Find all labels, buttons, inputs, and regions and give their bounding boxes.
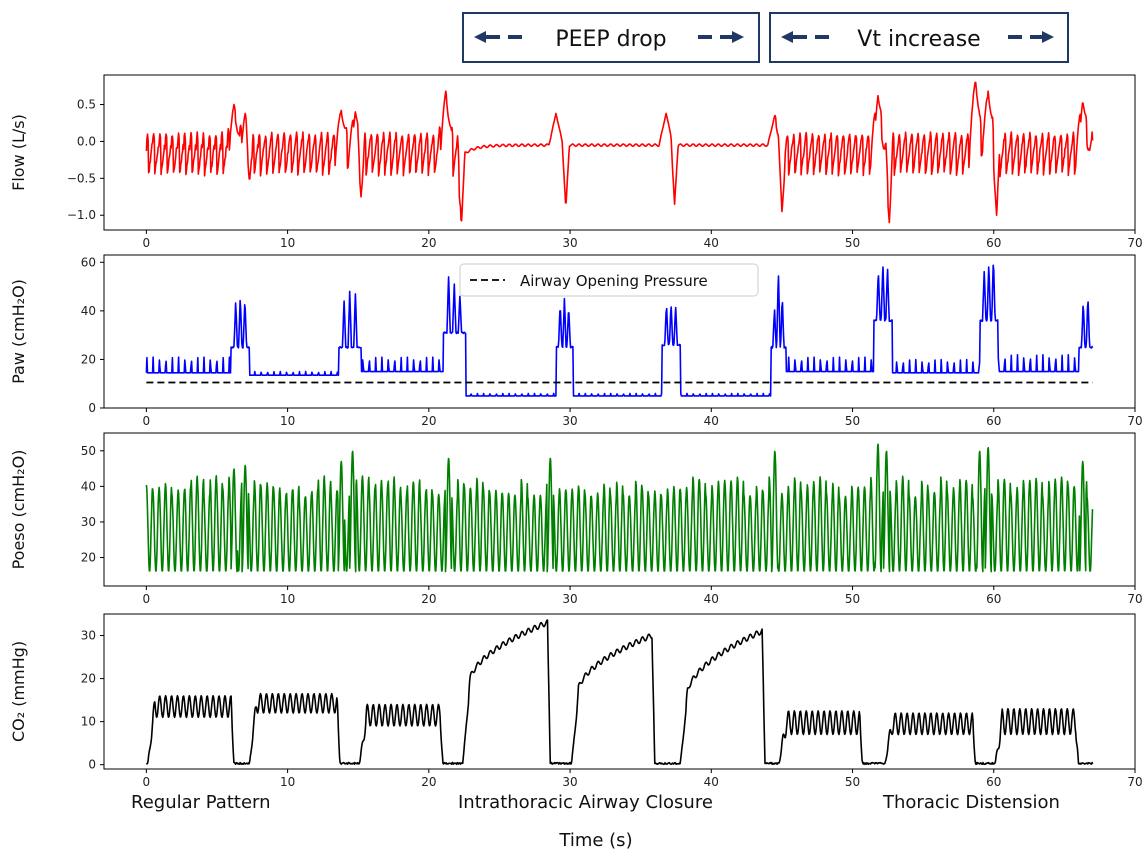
peep-drop-annotation: PEEP drop xyxy=(462,12,760,63)
poeso-ytick-label: 30 xyxy=(81,515,96,529)
vt-arrow-right-icon xyxy=(1008,31,1054,43)
paw-ytick-label: 20 xyxy=(81,352,96,366)
poeso-xtick-label: 40 xyxy=(704,592,719,606)
flow-xtick-label: 60 xyxy=(986,236,1001,250)
co2-xtick-label: 60 xyxy=(986,775,1001,789)
paw-xtick-label: 30 xyxy=(562,414,577,428)
co2-series-line xyxy=(145,619,1094,766)
co2-xtick-label: 10 xyxy=(280,775,295,789)
flow-xtick-label: 50 xyxy=(845,236,860,250)
co2-axes-frame xyxy=(103,613,1136,770)
co2-xtick-label: 50 xyxy=(845,775,860,789)
paw-xtick-label: 10 xyxy=(280,414,295,428)
paw-ytick-label: 40 xyxy=(81,304,96,318)
poeso-series-line xyxy=(145,443,1094,573)
flow-xtick-label: 40 xyxy=(704,236,719,250)
co2-xtick-label: 30 xyxy=(562,775,577,789)
paw-ytick-label: 0 xyxy=(88,401,96,415)
paw-xtick-label: 40 xyxy=(704,414,719,428)
poeso-axes-frame xyxy=(103,432,1136,587)
peep-drop-label: PEEP drop xyxy=(555,27,666,52)
legend: Airway Opening Pressure xyxy=(459,263,759,297)
poeso-xtick-label: 20 xyxy=(421,592,436,606)
paw-xtick-label: 50 xyxy=(845,414,860,428)
co2-xtick-label: 70 xyxy=(1127,775,1142,789)
paw-xtick-label: 0 xyxy=(143,414,151,428)
vt-increase-label: Vt increase xyxy=(857,27,980,52)
co2-ytick-label: 0 xyxy=(88,758,96,772)
poeso-xtick-label: 70 xyxy=(1127,592,1142,606)
vt-arrow-left-icon xyxy=(781,31,829,43)
flow-xtick-label: 0 xyxy=(143,236,151,250)
co2-xtick-label: 40 xyxy=(704,775,719,789)
flow-xtick-label: 30 xyxy=(562,236,577,250)
poeso-ytick-label: 50 xyxy=(81,444,96,458)
footer-label-distension: Thoracic Distension xyxy=(882,792,1060,813)
poeso-ytick-label: 40 xyxy=(81,479,96,493)
x-axis-label: Time (s) xyxy=(558,830,632,851)
footer-label-regular: Regular Pattern xyxy=(131,792,271,813)
flow-panel: 0 10 20 30 40 50 60 70 0.5 0.0 −0.5 −1.0 Flow (L/s) xyxy=(9,74,1143,250)
flow-xtick-label: 70 xyxy=(1127,236,1142,250)
vt-increase-annotation: Vt increase xyxy=(769,12,1069,63)
co2-ytick-label: 10 xyxy=(81,715,96,729)
poeso-panel: 0 10 20 30 40 50 60 70 20 30 40 50 Poeso (cmH₂O) xyxy=(9,432,1143,606)
flow-ytick-label: 0.0 xyxy=(77,134,96,148)
paw-xtick-label: 20 xyxy=(421,414,436,428)
flow-xtick-label: 20 xyxy=(421,236,436,250)
paw-series-line xyxy=(145,264,1094,397)
co2-ylabel: CO₂ (mmHg) xyxy=(9,641,28,742)
legend-label: Airway Opening Pressure xyxy=(520,272,708,290)
paw-xtick-label: 60 xyxy=(986,414,1001,428)
co2-xtick-label: 0 xyxy=(143,775,151,789)
co2-panel: 0 10 20 30 40 50 60 70 0 10 20 30 CO₂ (mmHg) xyxy=(9,613,1143,789)
flow-xtick-label: 10 xyxy=(280,236,295,250)
poeso-xtick-label: 60 xyxy=(986,592,1001,606)
poeso-xtick-label: 0 xyxy=(143,592,151,606)
poeso-xtick-label: 10 xyxy=(280,592,295,606)
paw-ylabel: Paw (cmH₂O) xyxy=(9,279,28,384)
co2-ytick-label: 30 xyxy=(81,629,96,643)
peep-arrow-left-icon xyxy=(474,31,522,43)
flow-ytick-label: −0.5 xyxy=(67,171,96,185)
flow-ytick-label: −1.0 xyxy=(67,208,96,222)
paw-axes-frame xyxy=(103,254,1136,409)
flow-ylabel: Flow (L/s) xyxy=(9,114,28,191)
co2-xtick-label: 20 xyxy=(421,775,436,789)
paw-ytick-label: 60 xyxy=(81,255,96,269)
poeso-ytick-label: 20 xyxy=(81,551,96,565)
co2-ytick-label: 20 xyxy=(81,672,96,686)
flow-axes-frame xyxy=(103,74,1136,231)
peep-arrow-right-icon xyxy=(698,31,744,43)
flow-ytick-label: 0.5 xyxy=(77,98,96,112)
poeso-xtick-label: 50 xyxy=(845,592,860,606)
poeso-xtick-label: 30 xyxy=(562,592,577,606)
poeso-ylabel: Poeso (cmH₂O) xyxy=(9,450,28,570)
paw-xtick-label: 70 xyxy=(1127,414,1142,428)
flow-series-line xyxy=(145,81,1094,224)
paw-panel: Airway Opening Pressure 0 10 20 30 40 50 60 70 0 2… xyxy=(9,254,1143,428)
footer-label-closure: Intrathoracic Airway Closure xyxy=(458,792,713,813)
